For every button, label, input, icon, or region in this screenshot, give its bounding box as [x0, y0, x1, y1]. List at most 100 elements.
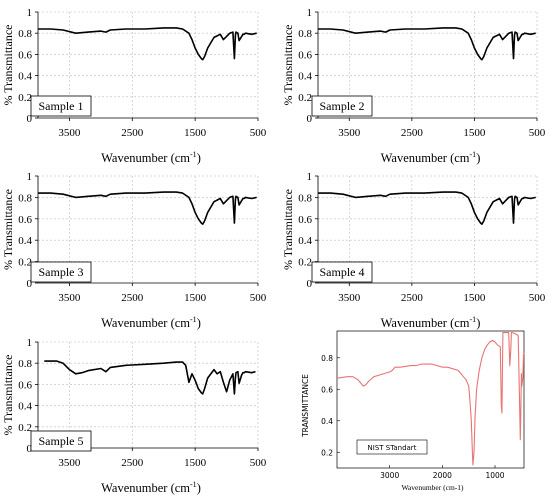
x-axis-title: Wavenumber (cm-1) — [101, 315, 201, 330]
x-axis-title-superscript: -1 — [190, 315, 197, 324]
x-tick-label: 2500 — [401, 127, 424, 139]
sample-label-box — [30, 95, 92, 117]
y-tick-label: 0.8 — [321, 354, 333, 363]
y-tick-label: 0.6 — [298, 214, 312, 226]
y-tick-label: 0 — [307, 113, 313, 125]
y-tick-label: 0.2 — [298, 92, 312, 104]
y-tick-label: 0.6 — [18, 379, 32, 391]
y-tick-label: 1 — [27, 171, 33, 183]
x-tick-label: 500 — [529, 292, 546, 304]
y-tick-label: 0.8 — [298, 28, 312, 40]
x-tick-label: 2500 — [121, 457, 144, 469]
y-tick-label: 0.2 — [298, 257, 312, 269]
y-tick-label: 0.4 — [298, 71, 312, 83]
chart-panel: 0 0.2 0.4 0.6 0.8 1 3500 2500 1500 500 % Transmitt… — [1, 171, 267, 330]
y-tick-label: 0.6 — [18, 214, 32, 226]
x-tick-label: 2500 — [121, 127, 144, 139]
x-tick-label: 3500 — [58, 127, 81, 139]
sample-label: Sample 3 — [39, 265, 84, 279]
y-tick-label: 0 — [27, 443, 33, 455]
x-axis-title: Wavenumber (cm-1) — [101, 480, 201, 495]
x-axis-title-unit: (cm — [450, 316, 470, 330]
y-tick-label: 0.8 — [18, 28, 32, 40]
y-tick-label: 0.6 — [298, 49, 312, 61]
sample-label: Sample 4 — [320, 265, 365, 279]
spectrum-line — [318, 191, 536, 225]
x-axis-title-word: Wavenumber — [101, 316, 168, 330]
x-axis-title: Wavenumber (cm-1) — [381, 150, 481, 165]
y-tick-label: 0 — [27, 278, 33, 290]
nist-legend-label: NIST STandart — [368, 444, 417, 452]
y-tick-label: 0.2 — [18, 422, 32, 434]
y-tick-label: 0.4 — [18, 235, 32, 247]
chart-panel: 0 0.2 0.4 0.6 0.8 1 3500 2500 1500 500 % Transmitt… — [281, 7, 546, 165]
nist-chart-panel: 0.2 0.4 0.6 0.8 3000 2000 1000 TRANSMITTANCE Wav… — [301, 330, 525, 492]
spectrum-line — [44, 360, 256, 395]
x-tick-label: 500 — [250, 292, 267, 304]
y-axis-title: % Transmittance — [1, 25, 15, 106]
y-tick-label: 0 — [307, 278, 313, 290]
x-axis-title-unit: (cm — [450, 151, 470, 165]
y-tick-label: 0.2 — [321, 448, 333, 457]
x-axis-title-unit: (cm — [171, 481, 191, 495]
x-tick-label: 500 — [250, 127, 267, 139]
y-tick-label: 0.8 — [18, 358, 32, 370]
spectrum-line — [318, 27, 536, 61]
y-tick-label: 0.8 — [18, 192, 32, 204]
x-axis-title-superscript: -1 — [190, 150, 197, 159]
sample-label: Sample 5 — [39, 434, 84, 448]
y-axis-title: % Transmittance — [281, 25, 295, 106]
x-axis-title-word: Wavenumber — [381, 316, 448, 330]
spectrum-line — [38, 27, 257, 61]
x-tick-label: 500 — [250, 457, 267, 469]
x-axis-title: Wavenumber (cm-1) — [401, 483, 464, 492]
y-axis-title: % Transmittance — [1, 355, 15, 436]
y-tick-label: 0.4 — [18, 71, 32, 83]
x-axis-title-unit: (cm — [171, 316, 191, 330]
x-axis-title-close: ) — [197, 151, 201, 165]
y-axis-title: TRANSMITTANCE — [301, 374, 310, 438]
sample-label-box — [30, 261, 92, 283]
y-axis-title: % Transmittance — [281, 189, 295, 270]
x-axis-title-superscript: -1 — [470, 150, 477, 159]
x-tick-label: 2500 — [401, 292, 424, 304]
x-axis-title-close: ) — [197, 481, 201, 495]
spectrum-line — [38, 191, 257, 225]
y-tick-label: 0.6 — [321, 385, 333, 394]
x-tick-label: 3500 — [58, 457, 81, 469]
sample-label-box — [30, 430, 92, 452]
chart-panel: 0 0.2 0.4 0.6 0.8 1 3500 2500 1500 500 % Transmitt… — [1, 337, 267, 495]
sample-label: Sample 1 — [39, 99, 84, 113]
x-tick-label: 3500 — [58, 292, 81, 304]
x-tick-label: 3500 — [338, 127, 361, 139]
sample-label: Sample 2 — [320, 99, 365, 113]
x-axis-title-close: ) — [476, 151, 480, 165]
x-tick-label: 2000 — [433, 471, 452, 480]
chart-panel: 0 0.2 0.4 0.6 0.8 1 3500 2500 1500 500 % Transmitt… — [281, 171, 546, 330]
x-axis-title-superscript: -1 — [190, 480, 197, 489]
x-tick-label: 1500 — [463, 292, 486, 304]
x-tick-label: 500 — [529, 127, 546, 139]
nist-spectrum-line — [336, 332, 525, 466]
x-axis-title: Wavenumber (cm-1) — [381, 315, 481, 330]
x-tick-label: 3000 — [380, 471, 399, 480]
y-tick-label: 0.2 — [18, 257, 32, 269]
x-axis-title-superscript: -1 — [470, 315, 477, 324]
sample-label-box — [311, 261, 373, 283]
x-tick-label: 2500 — [121, 292, 144, 304]
x-axis-title-word: Wavenumber — [101, 151, 168, 165]
x-axis-title-close: ) — [476, 316, 480, 330]
x-tick-label: 3500 — [338, 292, 361, 304]
y-axis-title: % Transmittance — [1, 189, 15, 270]
sample-label-box — [311, 95, 373, 117]
y-tick-label: 0.6 — [18, 49, 32, 61]
x-axis-title-unit: (cm — [171, 151, 191, 165]
y-tick-label: 1 — [27, 337, 33, 349]
x-tick-label: 1000 — [485, 471, 504, 480]
y-tick-label: 0.2 — [18, 92, 32, 104]
x-axis-title: Wavenumber (cm-1) — [101, 150, 201, 165]
x-tick-label: 1500 — [463, 127, 486, 139]
y-tick-label: 1 — [27, 7, 33, 19]
y-tick-label: 1 — [307, 171, 313, 183]
